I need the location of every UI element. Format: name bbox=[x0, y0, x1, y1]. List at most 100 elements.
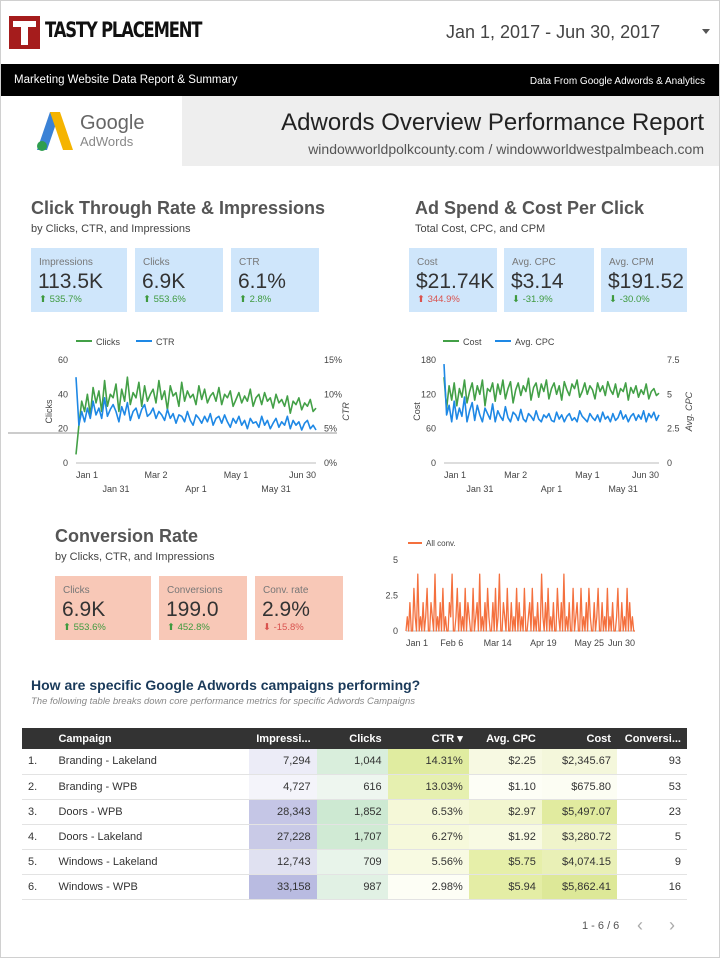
x-tick-label: Mar 2 bbox=[504, 470, 527, 480]
column-header-index bbox=[22, 728, 53, 749]
scorecard-delta: ⬇ -31.9% bbox=[512, 294, 553, 305]
x-tick-label: Feb 6 bbox=[440, 638, 463, 648]
series-line-clicks bbox=[75, 376, 317, 455]
y-tick-right: 0% bbox=[324, 458, 337, 468]
conv-section-subtitle: by Clicks, CTR, and Impressions bbox=[55, 551, 215, 563]
column-header-avg-cpc[interactable]: Avg. CPC bbox=[468, 728, 542, 749]
conversions-chart: All conv. 0 2.5 5 Jan 1 Feb 6 Mar 14 Apr 19 May … bbox=[385, 539, 635, 648]
cell-conv: 5 bbox=[616, 824, 687, 850]
x-tick-label: Apr 19 bbox=[530, 638, 557, 648]
scorecard-delta: ⬆ 553.6% bbox=[143, 294, 186, 305]
cell-impressions: 7,294 bbox=[249, 749, 317, 775]
y-tick-left: 5 bbox=[393, 555, 398, 565]
scorecard-label: Cost bbox=[417, 257, 438, 268]
column-header-impressions[interactable]: Impressi... bbox=[249, 728, 317, 749]
cell-num: 5. bbox=[22, 849, 53, 875]
scorecard-value: 6.1% bbox=[238, 270, 286, 293]
chevron-right-icon[interactable]: › bbox=[669, 915, 675, 935]
y-tick-right: 7.5 bbox=[667, 355, 680, 365]
scorecard-delta: ⬇ -30.0% bbox=[609, 294, 650, 305]
scorecard-value: $21.74K bbox=[416, 270, 495, 293]
y-axis-label-left: Clicks bbox=[44, 399, 54, 423]
cell-cpc: $1.10 bbox=[468, 774, 542, 800]
adwords-logo-icon bbox=[37, 112, 73, 151]
cell-conv: 53 bbox=[616, 774, 687, 800]
y-axis-label-right: CTR bbox=[341, 402, 351, 421]
ctr-scorecard-2: Clicks 6.9K ⬆ 553.6% bbox=[135, 248, 223, 312]
cell-conv: 23 bbox=[616, 799, 687, 825]
y-tick-right: 5 bbox=[667, 389, 672, 399]
column-header-clicks[interactable]: Clicks bbox=[316, 728, 388, 749]
cell-ctr: 6.53% bbox=[387, 799, 469, 825]
table-pagination-label: 1 - 6 / 6 bbox=[582, 920, 620, 932]
banner-left-text: Marketing Website Data Report & Summary bbox=[14, 74, 238, 86]
cell-num: 6. bbox=[22, 874, 53, 900]
table-row[interactable]: 1. Branding - Lakeland 7,294 1,044 14.31% $2.… bbox=[22, 749, 687, 775]
conv-scorecard-2: Conversions 199.0 ⬆ 452.8% bbox=[159, 576, 247, 640]
scorecard-value: 2.9% bbox=[262, 598, 310, 621]
report-header: TASTY PLACEMENT Jan 1, 2017 - Jun 30, 20… bbox=[0, 0, 720, 64]
cell-clicks: 616 bbox=[316, 774, 388, 800]
y-tick-right: 0 bbox=[667, 458, 672, 468]
cell-ctr: 6.27% bbox=[387, 824, 469, 850]
scorecard-label: Clicks bbox=[63, 585, 90, 596]
chevron-down-icon[interactable] bbox=[702, 29, 710, 34]
conv-scorecard-3: Conv. rate 2.9% ⬇ -15.8% bbox=[255, 576, 343, 640]
cell-num: 1. bbox=[22, 749, 53, 775]
spend-scorecard-1: Cost $21.74K ⬆ 344.9% bbox=[409, 248, 497, 312]
campaigns-table-title: How are specific Google Adwords campaign… bbox=[31, 677, 421, 693]
cell-cpc: $5.75 bbox=[468, 849, 542, 875]
legend-label: Clicks bbox=[96, 337, 120, 347]
report-banner: Marketing Website Data Report & Summary … bbox=[1, 64, 719, 96]
cell-campaign: Branding - WPB bbox=[52, 774, 250, 800]
cell-campaign: Doors - WPB bbox=[52, 799, 250, 825]
banner-right-text: Data From Google Adwords & Analytics bbox=[529, 76, 705, 87]
cell-conv: 16 bbox=[616, 874, 687, 900]
x-tick-label: May 1 bbox=[224, 470, 249, 480]
y-tick-right: 15% bbox=[324, 355, 342, 365]
cell-cpc: $5.94 bbox=[468, 874, 542, 900]
cell-cost: $3,280.72 bbox=[541, 824, 617, 850]
column-header-ctr[interactable]: CTR ▾ bbox=[387, 728, 469, 749]
table-row[interactable]: 2. Branding - WPB 4,727 616 13.03% $1.10 $675.… bbox=[22, 774, 687, 800]
scorecard-label: Avg. CPC bbox=[512, 257, 556, 268]
cell-campaign: Windows - Lakeland bbox=[52, 849, 250, 875]
scorecard-delta: ⬆ 553.6% bbox=[63, 622, 106, 633]
y-tick-left: 40 bbox=[58, 389, 68, 399]
scorecard-value: $3.14 bbox=[511, 270, 564, 293]
cell-clicks: 709 bbox=[316, 849, 388, 875]
table-row[interactable]: 5. Windows - Lakeland 12,743 709 5.56% $5.75 $… bbox=[22, 849, 687, 875]
spend-scorecard-2: Avg. CPC $3.14 ⬇ -31.9% bbox=[504, 248, 594, 312]
chevron-left-icon[interactable]: ‹ bbox=[637, 915, 643, 935]
cell-campaign: Windows - WPB bbox=[52, 874, 250, 900]
scorecard-label: Impressions bbox=[39, 257, 93, 268]
x-tick-label: Jan 1 bbox=[444, 470, 466, 480]
x-tick-label: May 31 bbox=[608, 484, 638, 494]
series-line-all-conv bbox=[405, 573, 635, 632]
table-row[interactable]: 6. Windows - WPB 33,158 987 2.98% $5.94 $5,862… bbox=[22, 874, 687, 900]
column-header-conversions[interactable]: Conversi... bbox=[616, 728, 687, 749]
scorecard-value: 113.5K bbox=[38, 270, 103, 293]
y-axis-label-left: Cost bbox=[412, 402, 422, 421]
cost-cpc-chart: Cost Avg. CPC 0 60 120 180 0 2.5 5 7.5 Cost Avg. CP… bbox=[412, 337, 694, 494]
cell-clicks: 1,044 bbox=[316, 749, 388, 775]
x-tick-label: Apr 1 bbox=[185, 484, 207, 494]
table-row[interactable]: 4. Doors - Lakeland 27,228 1,707 6.27% $1.92 $… bbox=[22, 824, 687, 850]
scorecard-value: 199.0 bbox=[166, 598, 219, 621]
y-tick-left: 0 bbox=[63, 458, 68, 468]
y-tick-left: 120 bbox=[421, 389, 436, 399]
scorecard-label: CTR bbox=[239, 257, 260, 268]
table-row[interactable]: 3. Doors - WPB 28,343 1,852 6.53% $2.97 $5,497… bbox=[22, 799, 687, 825]
date-range-selector[interactable]: Jan 1, 2017 - Jun 30, 2017 bbox=[446, 22, 661, 42]
ctr-scorecard-1: Impressions 113.5K ⬆ 535.7% bbox=[31, 248, 127, 312]
series-line-cost bbox=[443, 377, 660, 410]
brand-name: TASTY PLACEMENT bbox=[45, 18, 202, 42]
column-header-campaign[interactable]: Campaign bbox=[52, 728, 250, 749]
column-header-cost[interactable]: Cost bbox=[541, 728, 617, 749]
series-line-avg-cpc bbox=[443, 364, 660, 423]
cell-campaign: Doors - Lakeland bbox=[52, 824, 250, 850]
cell-ctr: 2.98% bbox=[387, 874, 469, 900]
scorecard-value: $191.52 bbox=[608, 270, 684, 293]
scorecard-delta: ⬆ 535.7% bbox=[39, 294, 82, 305]
x-tick-label: Mar 14 bbox=[484, 638, 512, 648]
